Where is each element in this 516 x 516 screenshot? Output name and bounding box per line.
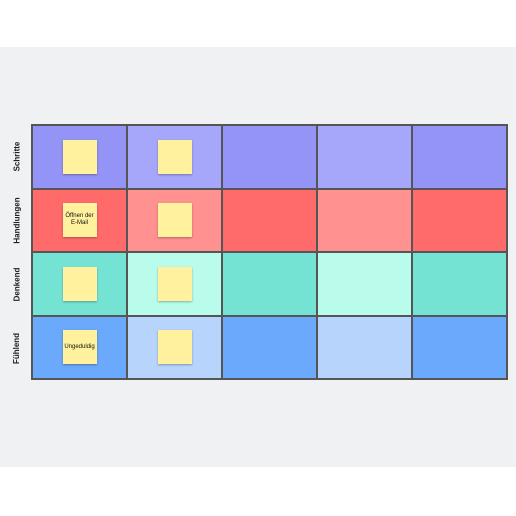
cell	[32, 125, 127, 189]
cell: Ungeduldig	[32, 315, 127, 379]
cell	[222, 125, 317, 189]
cell	[412, 188, 507, 252]
cell	[317, 252, 412, 316]
cell	[412, 252, 507, 316]
cell	[317, 188, 412, 252]
cell	[222, 188, 317, 252]
sticky-note	[157, 330, 192, 365]
cell	[127, 252, 222, 316]
cell	[412, 125, 507, 189]
sticky-note: Ungeduldig	[62, 330, 97, 365]
cell	[127, 125, 222, 189]
sticky-note	[157, 203, 192, 238]
row-label: Schritte	[4, 124, 30, 188]
sticky-note: Öffnen der E-Mail	[62, 203, 97, 238]
row-label-text: Handlungen	[12, 196, 22, 244]
row-label-text: Denkend	[12, 267, 22, 301]
sticky-note	[157, 266, 192, 301]
row-label-text: Schritte	[12, 141, 22, 171]
journey-grid: Öffnen der E-Mail Ungeduldig	[31, 124, 508, 380]
sticky-note	[62, 266, 97, 301]
cell	[412, 315, 507, 379]
cell	[32, 252, 127, 316]
cell	[222, 315, 317, 379]
row-label: Handlungen	[4, 188, 30, 252]
row-label: Denkend	[4, 252, 30, 316]
row-label-text: Fühlend	[12, 332, 22, 364]
cell	[127, 315, 222, 379]
cell	[317, 125, 412, 189]
row-label: Fühlend	[4, 316, 30, 380]
sticky-note	[62, 139, 97, 174]
cell: Öffnen der E-Mail	[32, 188, 127, 252]
sticky-note	[157, 139, 192, 174]
cell	[222, 252, 317, 316]
cell	[127, 188, 222, 252]
cell	[317, 315, 412, 379]
